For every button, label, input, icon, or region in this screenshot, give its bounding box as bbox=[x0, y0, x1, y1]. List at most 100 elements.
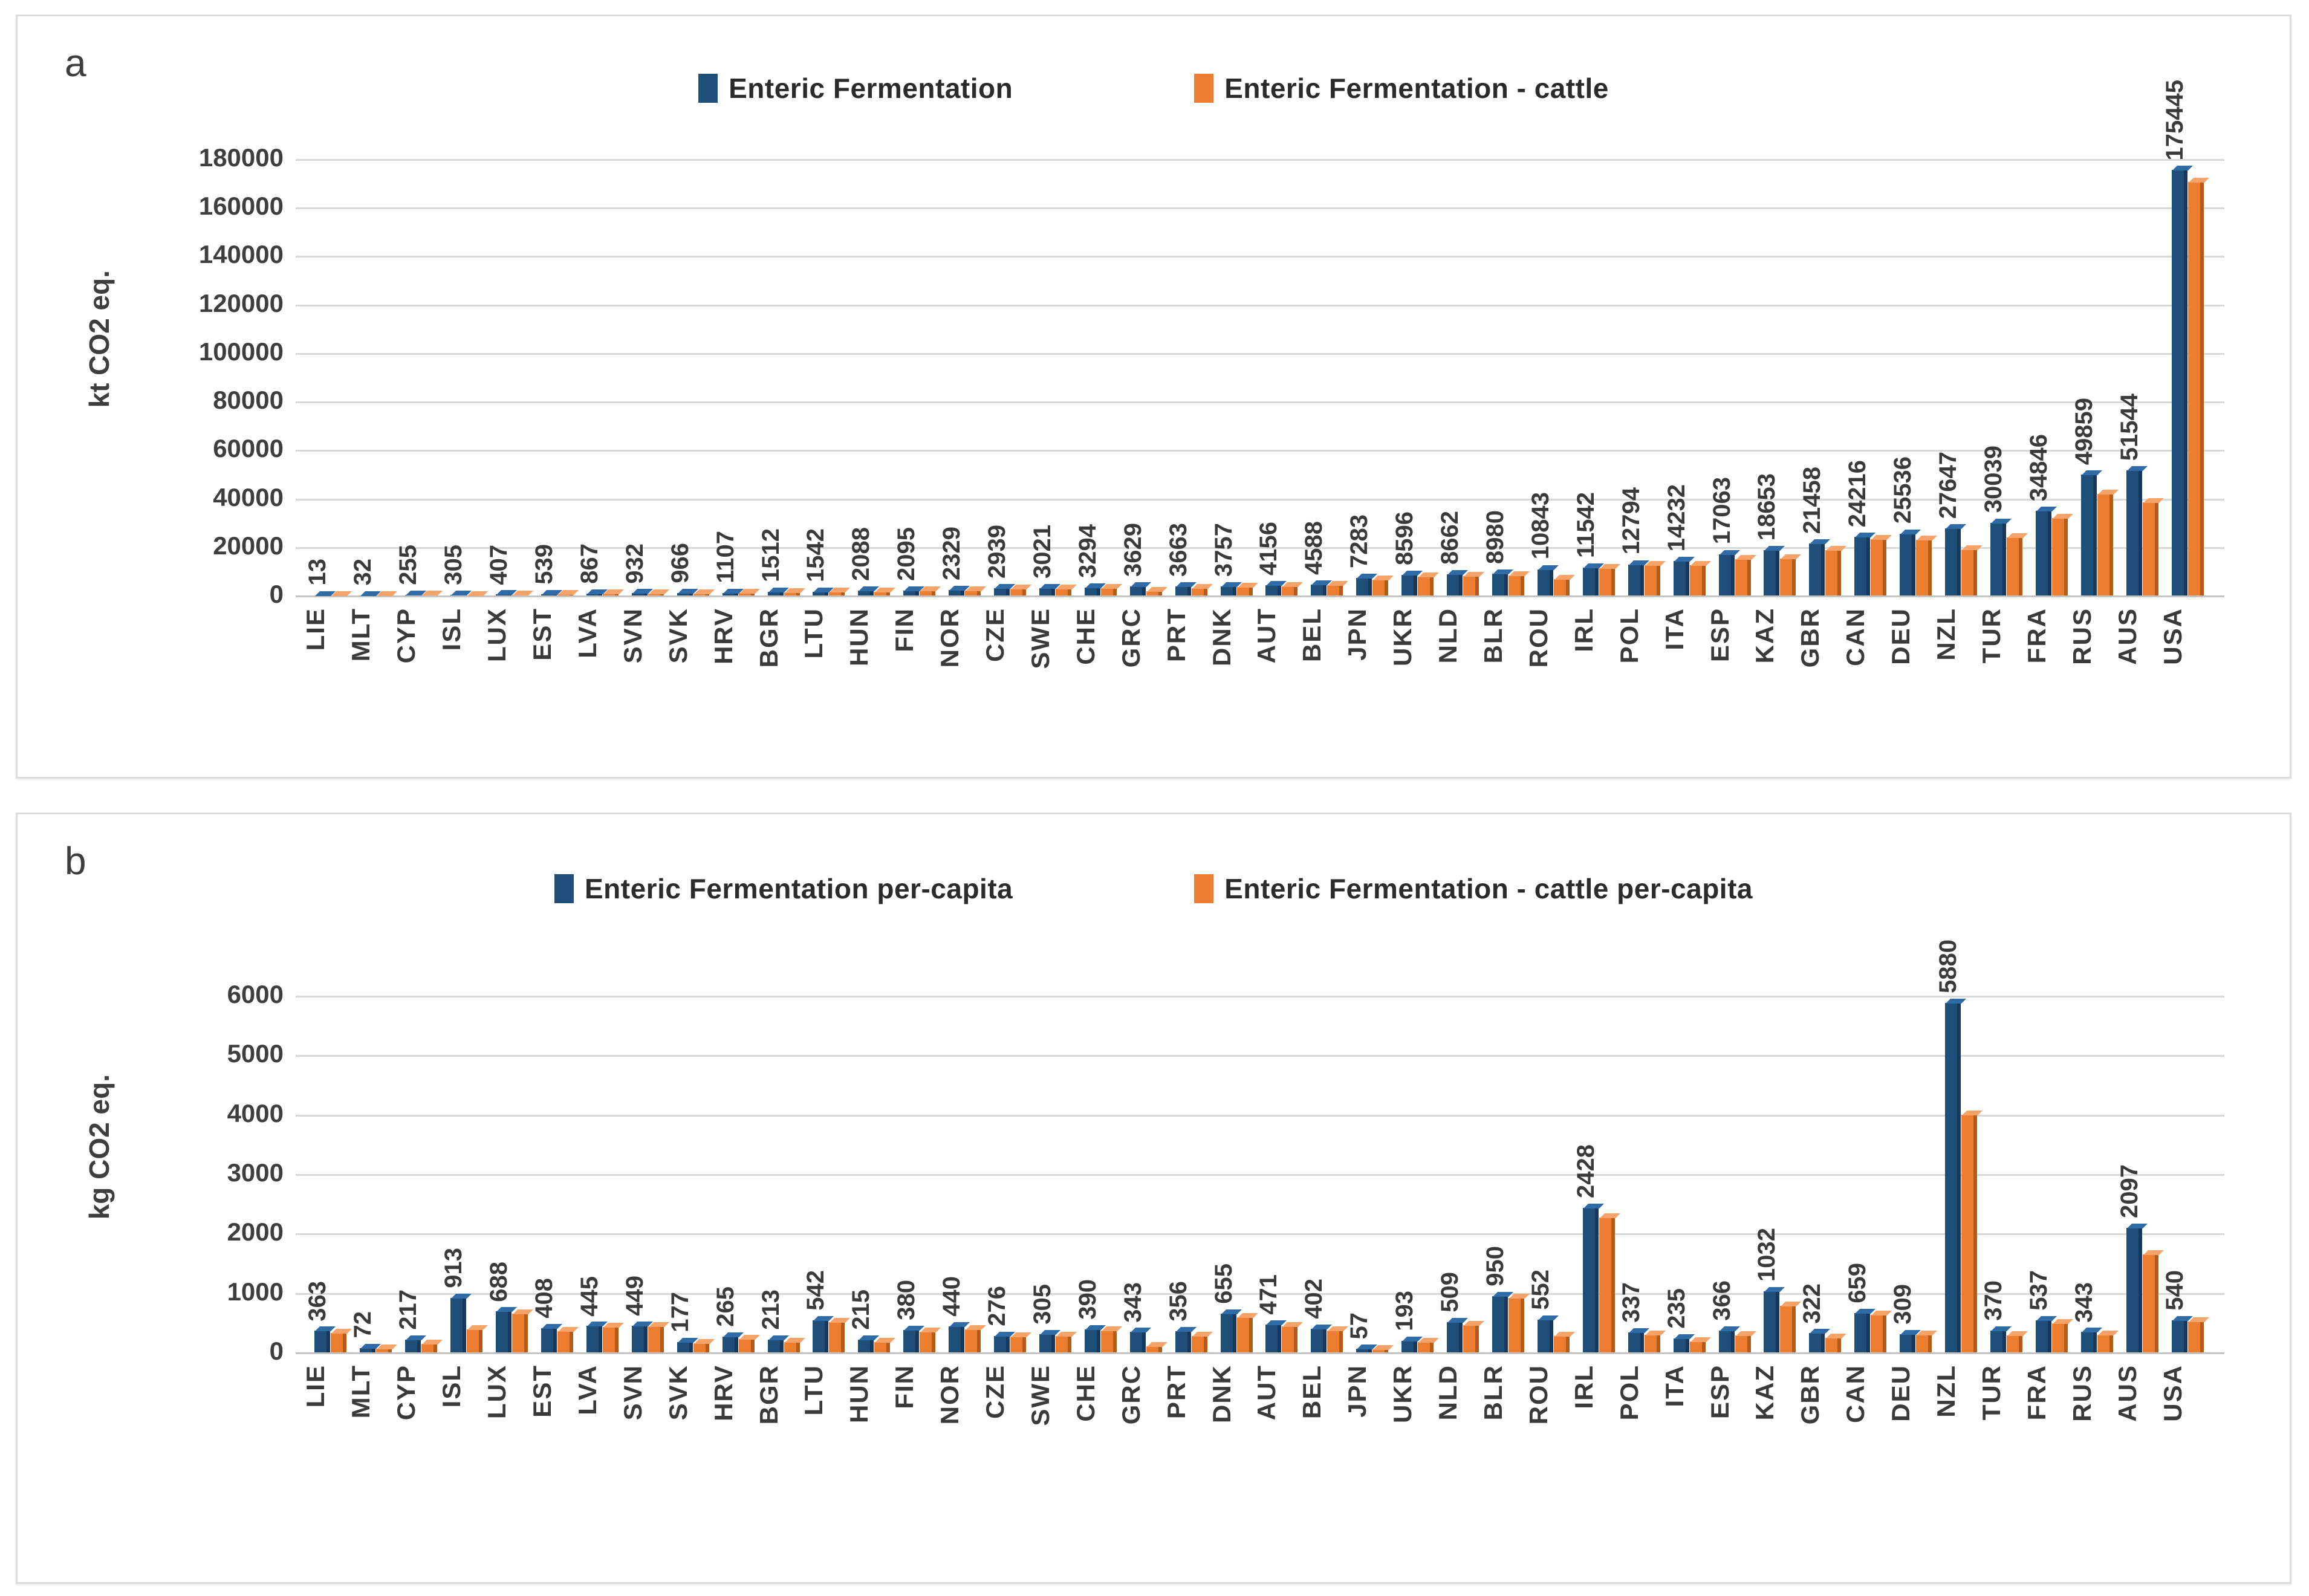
bar-group-ukr: 8596 UKR bbox=[1388, 159, 1441, 666]
bar-enteric-fermentation bbox=[1129, 586, 1146, 595]
value-label: 343 bbox=[2070, 1282, 2097, 1323]
bar-enteric-fermentation bbox=[1492, 574, 1508, 595]
value-label: 305 bbox=[1028, 1284, 1056, 1325]
value-label: 440 bbox=[938, 1276, 966, 1317]
x-axis-label-cze: CZE bbox=[981, 1364, 1010, 1419]
bar-group-pol: 337 POL bbox=[1615, 996, 1668, 1420]
bar-enteric-fermentation bbox=[2126, 470, 2142, 595]
value-label: 337 bbox=[1617, 1282, 1645, 1323]
bar-enteric-fermentation-cattle bbox=[1282, 586, 1298, 595]
bar-group-cze: 2939 CZE bbox=[981, 159, 1034, 662]
x-axis-label-esp: ESP bbox=[1705, 1364, 1734, 1419]
bar-group-svn: 932 SVN bbox=[619, 159, 671, 663]
bar-group-esp: 366 ESP bbox=[1706, 996, 1758, 1419]
bar-group-aus: 2097 AUS bbox=[2113, 996, 2166, 1422]
bar-enteric-fermentation-per-capita bbox=[1537, 1319, 1553, 1352]
bar-enteric-fermentation-cattle bbox=[1010, 589, 1027, 595]
bar-group-isl: 305 ISL bbox=[437, 159, 490, 650]
value-label: 57 bbox=[1346, 1312, 1373, 1340]
x-axis-label-swe: SWE bbox=[1025, 608, 1054, 669]
bar-enteric-fermentation-per-capita bbox=[1311, 1328, 1327, 1352]
value-label: 408 bbox=[530, 1278, 557, 1319]
bar-enteric-fermentation-cattle-per-capita bbox=[738, 1339, 755, 1352]
x-axis-label-che: CHE bbox=[1071, 608, 1100, 665]
bar-enteric-fermentation-per-capita bbox=[767, 1340, 784, 1352]
legend-a: Enteric Fermentation Enteric Fermentatio… bbox=[18, 72, 2290, 105]
x-axis-label-swe: SWE bbox=[1025, 1364, 1054, 1426]
bar-group-nzl: 27647 NZL bbox=[1932, 159, 1985, 661]
bar-enteric-fermentation-cattle-per-capita bbox=[1553, 1335, 1570, 1352]
bar-enteric-fermentation-cattle bbox=[1146, 591, 1162, 595]
value-label: 7283 bbox=[1346, 514, 1373, 568]
x-axis-label-deu: DEU bbox=[1886, 608, 1915, 665]
bar-enteric-fermentation bbox=[1854, 536, 1871, 595]
value-label: 2428 bbox=[1572, 1144, 1599, 1199]
value-label: 913 bbox=[440, 1248, 467, 1289]
bar-group-blr: 8980 BLR bbox=[1479, 159, 1532, 663]
bar-enteric-fermentation-cattle-per-capita bbox=[1010, 1337, 1027, 1352]
bar-enteric-fermentation-cattle-per-capita bbox=[829, 1322, 845, 1352]
panel-a: a Enteric Fermentation Enteric Fermentat… bbox=[16, 15, 2291, 779]
legend-swatch-orange bbox=[1194, 874, 1214, 903]
bar-enteric-fermentation-cattle-per-capita bbox=[2187, 1321, 2204, 1352]
value-label: 950 bbox=[1482, 1245, 1509, 1286]
bar-enteric-fermentation-per-capita bbox=[2171, 1320, 2187, 1352]
bar-enteric-fermentation-cattle bbox=[1327, 585, 1343, 595]
bar-enteric-fermentation-cattle-per-capita bbox=[1689, 1341, 1706, 1352]
value-label: 966 bbox=[666, 543, 693, 584]
bar-group-che: 3294 CHE bbox=[1071, 159, 1124, 665]
x-axis-label-bgr: BGR bbox=[754, 608, 783, 668]
x-axis-label-can: CAN bbox=[1841, 1364, 1870, 1423]
bar-enteric-fermentation bbox=[1900, 533, 1916, 595]
bar-enteric-fermentation-per-capita bbox=[1718, 1331, 1735, 1352]
y-tick-label: 2000 bbox=[227, 1218, 284, 1247]
bar-enteric-fermentation-cattle-per-capita bbox=[421, 1344, 438, 1352]
bar-enteric-fermentation-per-capita bbox=[813, 1320, 829, 1352]
bar-enteric-fermentation-per-capita bbox=[903, 1329, 920, 1352]
legend-swatch-blue bbox=[698, 74, 718, 103]
value-label: 537 bbox=[2025, 1270, 2052, 1311]
bar-group-hun: 215 HUN bbox=[845, 996, 898, 1423]
value-label: 356 bbox=[1164, 1281, 1192, 1322]
value-label: 932 bbox=[621, 543, 648, 584]
x-axis-label-ita: ITA bbox=[1660, 608, 1689, 650]
bar-enteric-fermentation bbox=[994, 588, 1010, 595]
y-tick-label: 0 bbox=[269, 580, 284, 608]
bar-group-lux: 407 LUX bbox=[482, 159, 536, 662]
bar-group-nld: 8662 NLD bbox=[1434, 159, 1487, 663]
value-label: 2097 bbox=[2116, 1164, 2143, 1218]
bar-enteric-fermentation-per-capita bbox=[1673, 1338, 1689, 1352]
bar-enteric-fermentation bbox=[1673, 560, 1689, 595]
legend-item-enteric-fermentation-cattle: Enteric Fermentation - cattle bbox=[1194, 72, 1609, 105]
x-axis-label-gbr: GBR bbox=[1796, 1364, 1825, 1425]
x-axis-label-nzl: NZL bbox=[1932, 1364, 1961, 1418]
bar-group-fin: 380 FIN bbox=[890, 996, 943, 1409]
x-axis-label-lux: LUX bbox=[482, 608, 511, 662]
x-axis-label-pol: POL bbox=[1614, 608, 1643, 664]
y-tick-label: 20000 bbox=[213, 531, 284, 560]
bar-enteric-fermentation-per-capita bbox=[949, 1326, 965, 1352]
bar-group-tur: 370 TUR bbox=[1977, 996, 2030, 1420]
bar-group-hun: 2088 HUN bbox=[845, 159, 898, 666]
bar-enteric-fermentation-cattle bbox=[874, 591, 891, 595]
value-label: 407 bbox=[486, 544, 513, 585]
bar-enteric-fermentation-per-capita bbox=[631, 1325, 648, 1352]
value-label: 2329 bbox=[938, 526, 966, 580]
bar-enteric-fermentation-per-capita bbox=[1809, 1333, 1825, 1352]
bar-enteric-fermentation bbox=[1401, 574, 1418, 595]
x-axis-label-grc: GRC bbox=[1116, 1364, 1145, 1425]
bar-group-kaz: 18653 KAZ bbox=[1750, 159, 1804, 663]
bar-group-dnk: 655 DNK bbox=[1207, 996, 1260, 1423]
x-axis-label-svk: SVK bbox=[663, 608, 692, 664]
x-axis-label-tur: TUR bbox=[1976, 1364, 2005, 1421]
bar-group-pol: 12794 POL bbox=[1615, 159, 1668, 663]
gridline bbox=[296, 352, 2224, 355]
bar-enteric-fermentation-cattle-per-capita bbox=[1055, 1336, 1071, 1352]
bar-enteric-fermentation-cattle bbox=[1735, 559, 1751, 595]
bar-enteric-fermentation-per-capita bbox=[405, 1339, 421, 1352]
bar-enteric-fermentation-per-capita bbox=[1628, 1332, 1644, 1352]
bar-group-lie: 363 LIE bbox=[301, 996, 354, 1407]
bar-enteric-fermentation-cattle-per-capita bbox=[467, 1329, 483, 1352]
bar-enteric-fermentation-cattle bbox=[1961, 549, 1978, 595]
bar-enteric-fermentation-cattle bbox=[965, 591, 981, 595]
